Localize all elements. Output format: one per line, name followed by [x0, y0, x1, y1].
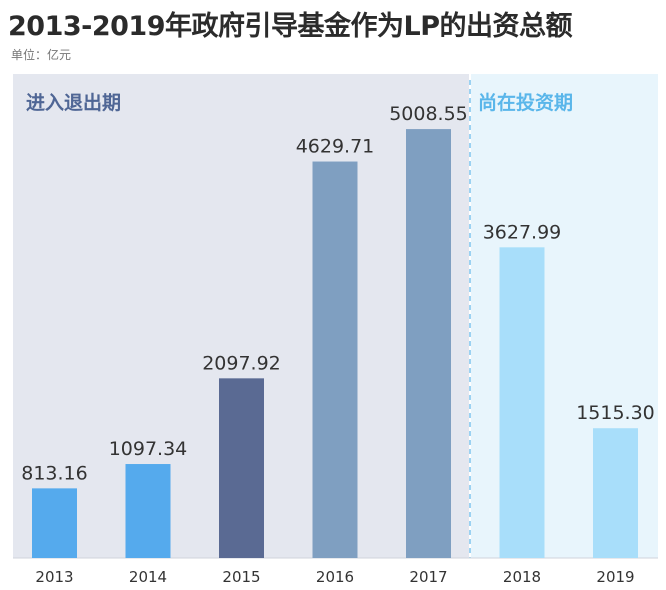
chart-title: 2013-2019年政府引导基金作为LP的出资总额: [8, 11, 573, 42]
x-tick-2018: 2018: [503, 568, 541, 586]
bar-2018: [499, 247, 545, 558]
value-label-2016: 4629.71: [296, 136, 375, 158]
exit-phase-label: 进入退出期: [26, 91, 121, 114]
value-label-2017: 5008.55: [389, 103, 468, 125]
bar-2019: [593, 428, 638, 558]
value-label-2019: 1515.30: [576, 402, 655, 424]
x-tick-2015: 2015: [222, 568, 260, 586]
x-tick-2017: 2017: [409, 568, 447, 586]
value-label-2013: 813.16: [21, 462, 87, 484]
bar-2013: [32, 488, 77, 558]
x-tick-2014: 2014: [129, 568, 167, 586]
bar-2017: [406, 129, 451, 558]
value-label-2014: 1097.34: [109, 438, 188, 460]
bar-2016: [312, 161, 358, 558]
investment-phase-label: 尚在投资期: [478, 91, 573, 114]
bar-2015: [219, 378, 264, 558]
x-tick-2016: 2016: [316, 568, 354, 586]
x-tick-2013: 2013: [35, 568, 73, 586]
value-label-2018: 3627.99: [483, 221, 562, 243]
bar-2014: [125, 464, 171, 558]
unit-label: 单位：亿元: [11, 48, 72, 62]
value-label-2015: 2097.92: [202, 352, 281, 374]
x-tick-2019: 2019: [596, 568, 634, 586]
